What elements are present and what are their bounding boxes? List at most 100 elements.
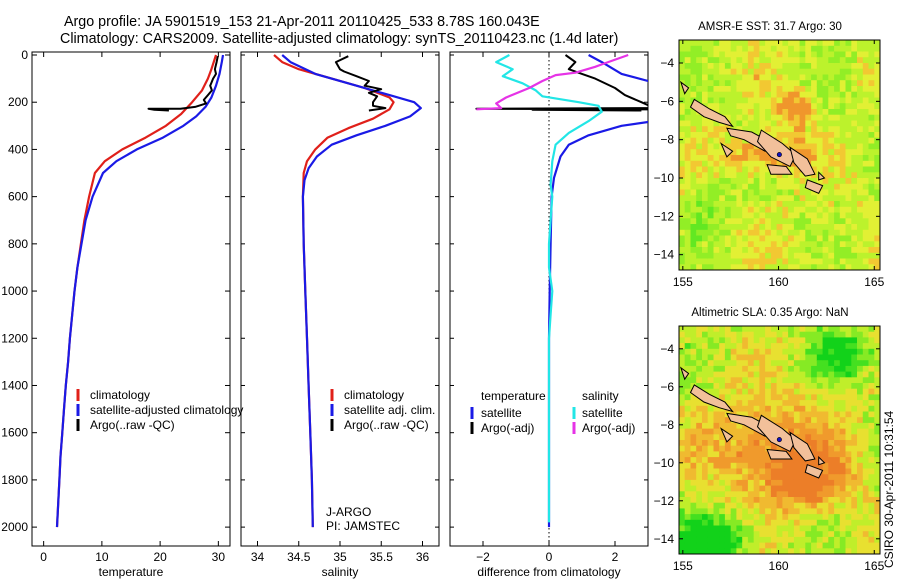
sla-heatmap-cell	[868, 388, 875, 395]
sla-heatmap-cell	[679, 479, 686, 487]
difference-series-temperature-argo-adj-	[475, 54, 648, 112]
sla-heatmap-cell	[724, 360, 732, 367]
sla-heatmap-cell	[839, 326, 847, 333]
difference-legend-entry: Argo(-adj)	[481, 421, 534, 435]
sst-heatmap-cell	[696, 114, 703, 121]
sst-heatmap-cell	[742, 40, 749, 47]
sst-heatmap-cell	[684, 143, 691, 150]
sst-heatmap-cell	[862, 40, 870, 47]
sst-heatmap-cell	[799, 109, 806, 116]
sla-heatmap-cell	[679, 417, 686, 424]
sla-heatmap-cell	[719, 491, 726, 498]
sla-heatmap-cell	[811, 514, 818, 521]
sla-heatmap-cell	[799, 422, 806, 430]
sla-heatmap-cell	[868, 428, 875, 435]
temperature-x-tick-label: 30	[212, 550, 226, 564]
sst-heatmap-cell	[782, 74, 789, 81]
temperature-x-tick-label: 10	[95, 550, 109, 564]
sst-heatmap-cell	[851, 258, 858, 265]
sst-heatmap-cell	[724, 68, 732, 75]
sla-heatmap-cell	[770, 502, 778, 509]
sla-heatmap-cell	[874, 519, 880, 527]
sla-heatmap-cell	[759, 479, 766, 487]
sst-heatmap-cell	[822, 178, 829, 185]
sst-heatmap-cell	[730, 51, 737, 58]
sst-heatmap-cell	[713, 195, 720, 202]
sla-heatmap-cell	[684, 525, 691, 532]
sst-heatmap-cell	[868, 201, 875, 208]
sla-heatmap-cell	[793, 337, 801, 344]
sla-heatmap-cell	[719, 474, 726, 481]
sst-heatmap-cell	[782, 183, 789, 191]
sst-heatmap-cell	[805, 143, 812, 150]
sst-heatmap-cell	[747, 126, 755, 133]
sla-heatmap-cell	[822, 411, 829, 418]
sla-heatmap-cell	[702, 405, 709, 413]
sla-heatmap-cell	[788, 468, 795, 475]
sla-heatmap-cell	[690, 536, 697, 544]
sla-heatmap-cell	[742, 445, 749, 452]
sla-heatmap-cell	[805, 497, 812, 504]
sla-heatmap-cell	[828, 388, 835, 395]
sst-heatmap-cell	[707, 137, 714, 144]
sst-heatmap-cell	[742, 212, 749, 219]
sla-heatmap-cell	[782, 536, 789, 544]
sla-heatmap-cell	[805, 548, 812, 554]
sst-heatmap-cell	[839, 103, 847, 110]
sst-heatmap-cell	[696, 224, 703, 231]
sla-heatmap-cell	[770, 394, 778, 401]
sst-heatmap-cell	[730, 86, 737, 93]
sla-heatmap-cell	[857, 411, 864, 418]
sst-heatmap-cell	[736, 241, 743, 248]
sst-heatmap-cell	[765, 166, 772, 173]
sla-heatmap-cell	[828, 422, 835, 430]
sst-heatmap-cell	[713, 63, 720, 70]
sla-heatmap-cell	[793, 405, 801, 413]
sla-heatmap-cell	[868, 365, 875, 373]
sst-heatmap-cell	[776, 137, 783, 144]
sst-heatmap-cell	[736, 183, 743, 191]
sla-island	[689, 384, 734, 413]
sla-heatmap-cell	[730, 508, 737, 515]
sla-heatmap-cell	[834, 502, 841, 509]
sst-heatmap-cell	[765, 212, 772, 219]
sst-heatmap-cell	[862, 126, 870, 133]
sst-heatmap-cell	[696, 212, 703, 219]
sst-heatmap-cell	[684, 201, 691, 208]
sla-heatmap-cell	[788, 326, 795, 333]
sla-heatmap-cell	[719, 536, 726, 544]
sla-heatmap-cell	[822, 388, 829, 395]
sla-heatmap-cell	[811, 497, 818, 504]
sst-heatmap-cell	[753, 155, 760, 162]
sla-heatmap-cell	[834, 542, 841, 549]
sla-heatmap-cell	[839, 462, 847, 470]
sst-heatmap-cell	[834, 178, 841, 185]
sst-heatmap-cell	[724, 172, 732, 179]
sst-heatmap-cell	[719, 51, 726, 58]
sla-heatmap-cell	[834, 360, 841, 367]
sla-heatmap-cell	[799, 400, 806, 407]
sla-heatmap-cell	[696, 451, 703, 458]
sst-heatmap-cell	[742, 201, 749, 208]
sla-heatmap-cell	[742, 377, 749, 384]
sst-heatmap-cell	[839, 172, 847, 179]
sla-heatmap-cell	[805, 377, 812, 384]
sst-heatmap-cell	[788, 195, 795, 202]
sst-heatmap-cell	[868, 189, 875, 196]
sst-heatmap-cell	[868, 155, 875, 162]
sla-heatmap-cell	[724, 542, 732, 549]
sla-heatmap-cell	[724, 457, 732, 464]
sla-island	[818, 455, 826, 466]
sst-heatmap-cell	[690, 252, 697, 260]
sla-heatmap-cell	[845, 417, 852, 424]
sla-heatmap-cell	[862, 457, 870, 464]
sla-heatmap-cell	[724, 536, 732, 544]
sst-heatmap-cell	[679, 126, 686, 133]
sla-heatmap-cell	[702, 462, 709, 470]
sst-heatmap-cell	[839, 264, 847, 270]
sla-heatmap-cell	[805, 400, 812, 407]
sst-heatmap-cell	[799, 103, 806, 110]
sla-heatmap-cell	[793, 326, 801, 333]
sla-heatmap-cell	[742, 451, 749, 458]
sla-heatmap-cell	[690, 377, 697, 384]
